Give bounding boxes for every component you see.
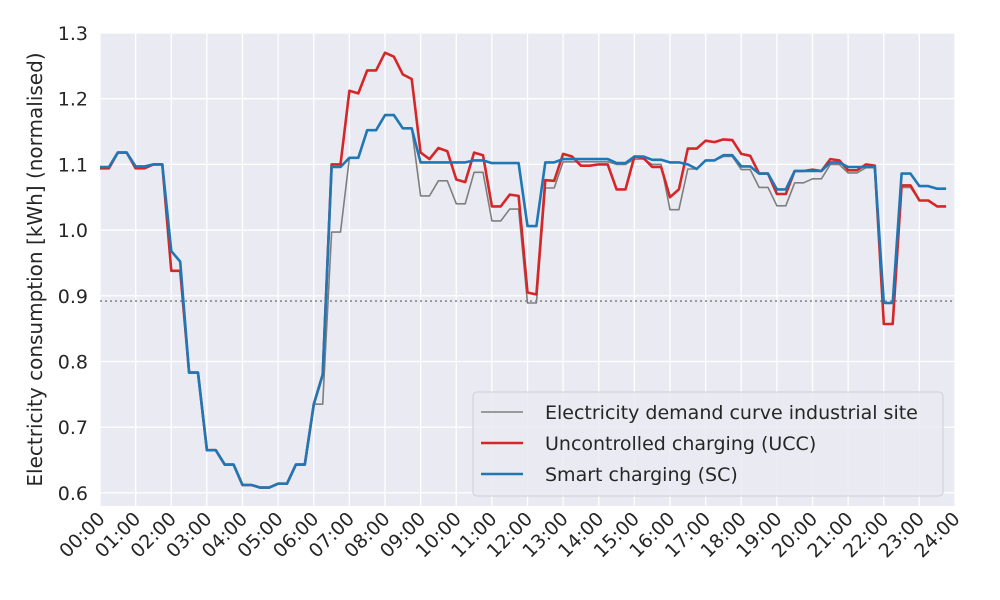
legend-box <box>472 391 944 497</box>
y-tick-label: 0.7 <box>58 417 88 439</box>
y-axis-label: Electricity consumption [kWh] (normalise… <box>23 52 47 486</box>
x-tick-labels: 00:0001:0002:0003:0004:0005:0006:0007:00… <box>55 508 964 562</box>
legend-label: Smart charging (SC) <box>545 464 738 486</box>
y-tick-label: 1.0 <box>58 220 88 242</box>
series-line-3 <box>100 113 947 489</box>
y-tick-label: 1.2 <box>58 89 88 111</box>
legend: Electricity demand curve industrial site… <box>472 391 944 497</box>
y-tick-label: 0.8 <box>58 351 88 373</box>
y-tick-label: 0.6 <box>58 483 88 505</box>
legend-label: Uncontrolled charging (UCC) <box>545 433 816 455</box>
series-layer <box>100 51 947 489</box>
y-tick-label: 0.9 <box>58 286 88 308</box>
y-tick-label: 1.3 <box>58 23 88 45</box>
y-tick-labels: 0.6 0.7 0.8 0.9 1.0 1.1 1.2 1.3 <box>58 23 88 505</box>
y-tick-label: 1.1 <box>58 154 88 176</box>
legend-label: Electricity demand curve industrial site <box>545 402 918 424</box>
